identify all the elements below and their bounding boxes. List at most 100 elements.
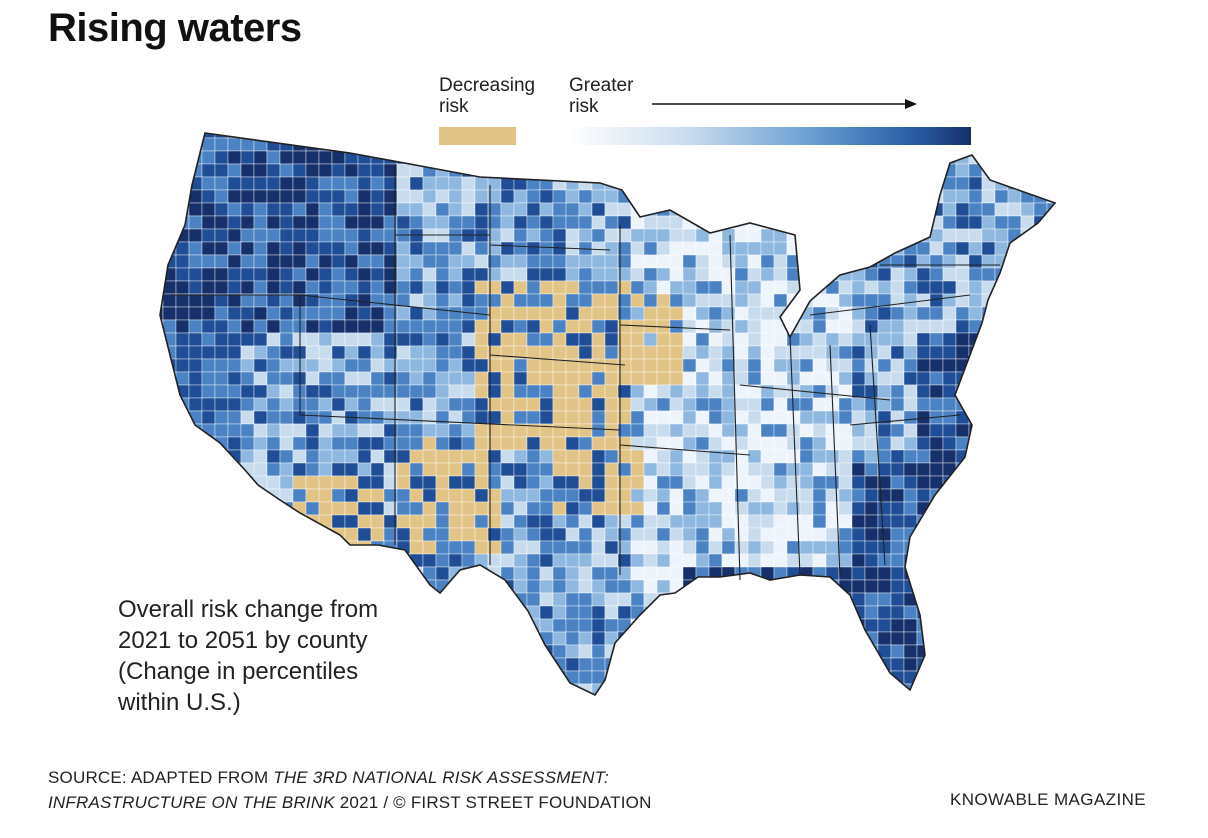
county-cell — [1020, 345, 1035, 360]
county-cell — [734, 293, 749, 308]
county-cell — [864, 358, 879, 373]
county-cell — [851, 449, 866, 464]
county-cell — [773, 540, 788, 555]
county-cell — [201, 293, 216, 308]
county-cell — [669, 254, 684, 269]
county-cell — [500, 358, 515, 373]
county-cell — [721, 280, 736, 295]
county-cell — [799, 202, 814, 217]
county-cell — [1033, 306, 1048, 321]
county-cell — [227, 410, 242, 425]
county-cell — [630, 150, 645, 165]
county-cell — [734, 254, 749, 269]
county-cell — [981, 319, 996, 334]
county-cell — [409, 150, 424, 165]
county-cell — [565, 384, 580, 399]
county-cell — [799, 267, 814, 282]
county-cell — [799, 618, 814, 633]
county-cell — [773, 410, 788, 425]
county-cell — [201, 540, 216, 555]
county-cell — [526, 133, 541, 139]
county-cell — [344, 501, 359, 516]
county-cell — [487, 644, 502, 659]
county-cell — [331, 553, 346, 568]
county-cell — [630, 345, 645, 360]
county-cell — [591, 462, 606, 477]
county-cell — [799, 566, 814, 581]
county-cell — [318, 397, 333, 412]
county-cell — [929, 449, 944, 464]
county-cell — [539, 332, 554, 347]
county-cell — [825, 475, 840, 490]
county-cell — [825, 592, 840, 607]
county-cell — [695, 527, 710, 542]
county-cell — [409, 371, 424, 386]
county-cell — [708, 280, 723, 295]
county-cell — [1033, 332, 1048, 347]
county-cell — [682, 384, 697, 399]
county-cell — [279, 397, 294, 412]
county-cell — [981, 488, 996, 503]
county-cell — [708, 423, 723, 438]
county-cell — [1046, 657, 1055, 672]
county-cell — [344, 254, 359, 269]
county-cell — [422, 410, 437, 425]
county-cell — [344, 462, 359, 477]
county-cell — [708, 133, 723, 139]
county-cell — [474, 133, 489, 139]
county-cell — [160, 202, 164, 217]
county-cell — [669, 319, 684, 334]
county-cell — [799, 189, 814, 204]
county-cell — [890, 449, 905, 464]
county-cell — [630, 384, 645, 399]
county-cell — [812, 462, 827, 477]
county-cell — [370, 527, 385, 542]
county-cell — [331, 319, 346, 334]
county-cell — [474, 475, 489, 490]
county-cell — [201, 501, 216, 516]
county-cell — [227, 215, 242, 230]
county-cell — [357, 306, 372, 321]
county-cell — [175, 254, 190, 269]
county-cell — [565, 631, 580, 646]
county-cell — [526, 436, 541, 451]
county-cell — [435, 215, 450, 230]
county-cell — [396, 527, 411, 542]
county-cell — [773, 384, 788, 399]
county-cell — [669, 631, 684, 646]
county-cell — [890, 540, 905, 555]
county-cell — [968, 436, 983, 451]
county-cell — [656, 631, 671, 646]
county-cell — [812, 371, 827, 386]
county-cell — [812, 423, 827, 438]
county-cell — [877, 319, 892, 334]
county-cell — [383, 553, 398, 568]
county-cell — [500, 527, 515, 542]
county-cell — [422, 319, 437, 334]
county-cell — [539, 371, 554, 386]
county-cell — [396, 332, 411, 347]
county-cell — [630, 670, 645, 685]
county-cell — [695, 566, 710, 581]
county-cell — [878, 697, 891, 710]
county-cell — [799, 150, 814, 165]
county-cell — [240, 280, 255, 295]
county-cell — [396, 488, 411, 503]
county-cell — [981, 423, 996, 438]
county-cell — [188, 267, 203, 282]
county-cell — [1046, 670, 1055, 685]
county-cell — [591, 137, 606, 152]
county-cell — [526, 215, 541, 230]
county-cell — [578, 657, 593, 672]
county-cell — [773, 163, 788, 178]
county-cell — [682, 631, 697, 646]
county-cell — [539, 345, 554, 360]
county-cell — [773, 683, 788, 695]
county-cell — [669, 163, 684, 178]
county-cell — [916, 163, 931, 178]
county-cell — [734, 553, 749, 568]
county-cell — [344, 527, 359, 542]
county-cell — [1020, 644, 1035, 659]
county-cell — [942, 332, 957, 347]
county-cell — [929, 670, 944, 685]
